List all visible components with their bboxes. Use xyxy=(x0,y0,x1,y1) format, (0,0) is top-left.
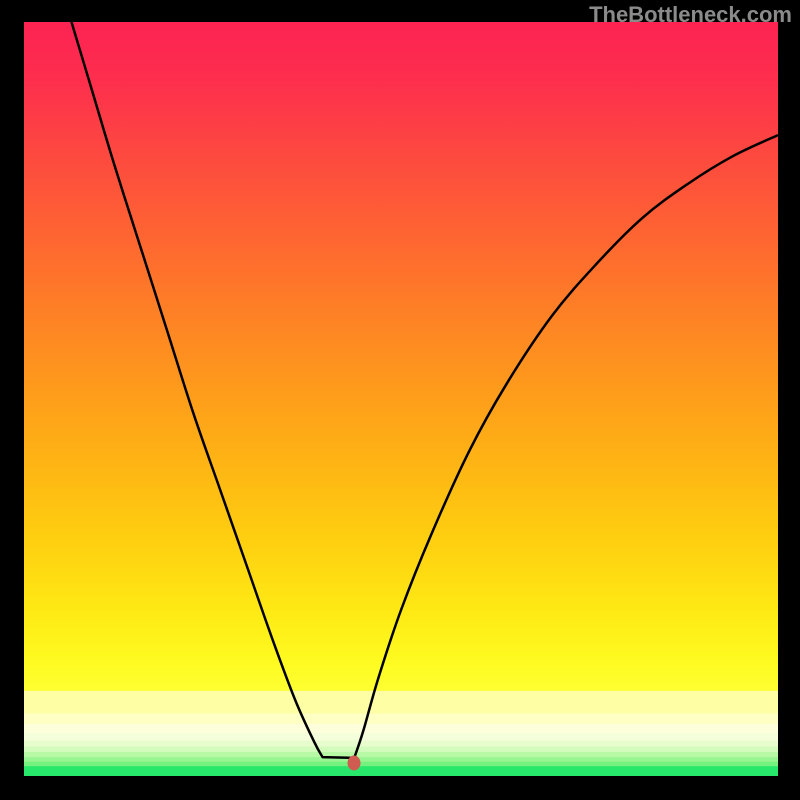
plot-area xyxy=(24,22,778,776)
bottom-color-strips xyxy=(24,691,778,776)
chart-frame: TheBottleneck.com xyxy=(0,0,800,800)
watermark-text: TheBottleneck.com xyxy=(589,2,792,28)
optimal-point-marker xyxy=(348,756,361,771)
chart-svg xyxy=(24,22,778,776)
background-gradient xyxy=(24,22,778,776)
